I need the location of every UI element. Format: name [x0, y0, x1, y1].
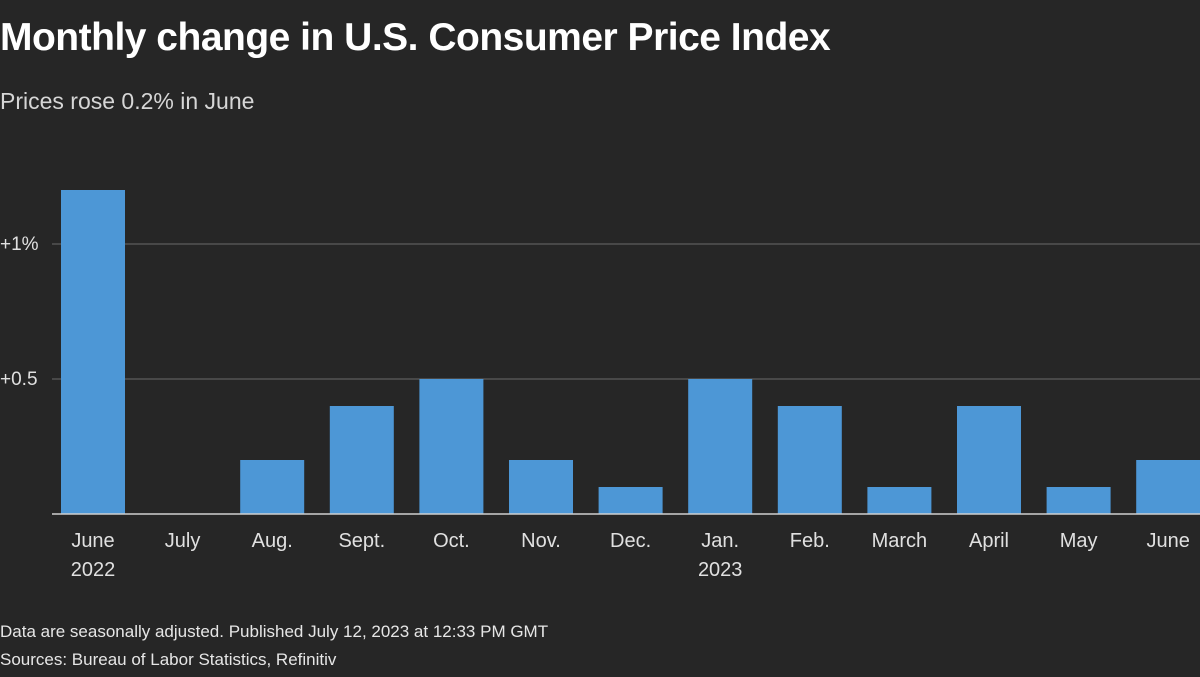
- y-tick-label: +0.5: [0, 369, 38, 390]
- x-tick-label: 2022: [71, 559, 116, 581]
- chart-title: Monthly change in U.S. Consumer Price In…: [0, 16, 831, 59]
- chart-subtitle: Prices rose 0.2% in June: [0, 88, 255, 114]
- x-tick-label: Aug.: [252, 530, 293, 552]
- gridlines: [52, 243, 1200, 380]
- y-tick-labels: +0.5 +1%: [0, 234, 39, 390]
- cpi-bar-chart: +0.5 +1% June 2022 July Aug. Sept. Oct. Nov. Dec…: [0, 190, 1200, 581]
- bar: [598, 487, 663, 514]
- data-note: Data are seasonally adjusted. Published …: [0, 622, 549, 641]
- x-tick-labels: June 2022 July Aug. Sept. Oct. Nov. Dec. Jan. 202…: [71, 530, 1190, 581]
- bar: [957, 406, 1021, 514]
- x-tick-label: 2023: [698, 559, 743, 581]
- y-tick-label: +1%: [0, 234, 39, 255]
- x-tick-label: July: [165, 530, 201, 552]
- x-tick-label: Sept.: [338, 530, 385, 552]
- bar: [777, 406, 842, 514]
- bars: [61, 190, 1200, 514]
- sources-note: Sources: Bureau of Labor Statistics, Ref…: [0, 650, 337, 669]
- bar: [240, 460, 305, 514]
- x-tick-label: June: [1147, 530, 1190, 552]
- x-tick-label: June: [71, 530, 114, 552]
- x-tick-label: May: [1060, 530, 1098, 552]
- x-tick-label: Oct.: [433, 530, 470, 552]
- bar: [1136, 460, 1200, 514]
- x-tick-label: April: [969, 530, 1009, 552]
- bar: [1046, 487, 1111, 514]
- x-tick-label: Dec.: [610, 530, 651, 552]
- bar: [509, 460, 573, 514]
- bar: [329, 406, 394, 514]
- x-tick-label: Feb.: [790, 530, 830, 552]
- bar: [867, 487, 932, 514]
- x-tick-label: Nov.: [521, 530, 561, 552]
- bar: [419, 379, 484, 514]
- x-tick-label: March: [872, 530, 928, 552]
- bar: [61, 190, 125, 514]
- x-tick-label: Jan.: [701, 530, 739, 552]
- bar: [688, 379, 753, 514]
